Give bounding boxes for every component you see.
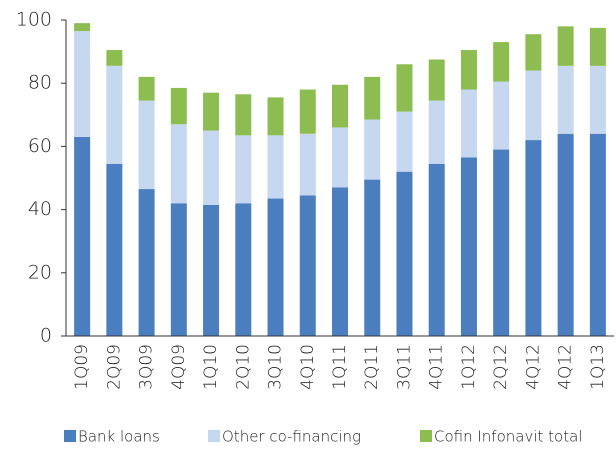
bar-segment [364,179,381,336]
bar-segment [106,163,123,336]
bar-segment [332,187,348,336]
bar-segment [589,27,606,66]
bar-segment [557,133,574,336]
bar-segment [396,64,413,112]
legend-swatch [420,430,432,442]
x-tick-label: 4Q09 [169,344,189,390]
legend-label: Other co-financing [222,428,361,446]
bar-segment [170,87,187,125]
bar-segment [332,127,348,188]
bar-segment [493,149,510,336]
y-tick-label: 40 [28,198,52,220]
bar-segment [525,70,542,141]
bar-segment [460,50,477,90]
bar-segment [267,198,284,336]
bar-segment [525,34,542,71]
bar-segment [74,136,91,336]
y-tick-label: 20 [28,261,52,283]
bar-segment [235,94,252,136]
bar-segment [525,140,542,336]
bar-segment [138,189,155,336]
bar-segment [493,81,510,150]
bar-segment [428,59,445,101]
bar-segment [557,65,574,134]
x-tick-label: 3Q11 [394,344,414,390]
x-tick-label: 4Q11 [427,344,447,390]
x-tick-label: 1Q12 [459,344,479,390]
y-tick-label: 0 [40,325,52,347]
bar-segment [589,133,606,336]
legend-label: Bank loans [78,428,160,446]
bar-segment [74,31,91,137]
x-tick-label: 4Q12 [523,344,543,390]
bar-segment [299,133,316,196]
bar-segment [235,203,252,336]
bar-segment [203,92,220,131]
bar-segment [332,84,348,128]
bar-segment [589,65,606,134]
x-tick-label: 2Q11 [362,344,382,390]
bar-segment [267,135,284,199]
bar-segment [203,204,220,336]
bar-segment [170,203,187,336]
x-tick-label: 1Q13 [588,344,608,390]
x-tick-label: 3Q10 [266,344,286,390]
x-tick-label: 2Q12 [491,344,511,390]
bar-segment [364,76,381,120]
bar-segment [138,76,155,101]
bar-segment [170,124,187,204]
legend-label: Cofin Infonavit total [434,428,582,446]
bar-segment [235,135,252,204]
bar-segment [460,157,477,336]
y-tick-label: 60 [28,135,52,157]
x-tick-label: 1Q11 [330,344,350,390]
x-tick-label: 4Q12 [556,344,576,390]
bar-segment [428,163,445,336]
x-tick-label: 3Q09 [137,344,157,390]
y-tick-label: 100 [16,9,52,31]
bar-segment [299,195,316,336]
x-tick-label: 4Q10 [298,344,318,390]
bar-segment [428,100,445,164]
x-tick-label: 2Q10 [233,344,253,390]
bar-segment [106,65,123,164]
bar-segment [74,23,91,32]
y-tick-label: 80 [28,72,52,94]
bar-segment [396,111,413,172]
bar-segment [203,130,220,205]
bar-segment [460,89,477,158]
bar-segment [267,97,284,136]
bar-segment [396,171,413,336]
bar-segment [557,26,574,66]
bar-segment [299,89,316,134]
x-tick-label: 1Q09 [72,344,92,390]
legend-swatch [64,430,76,442]
bar-segment [493,42,510,82]
bar-segment [138,100,155,190]
legend-swatch [208,430,220,442]
x-tick-label: 2Q09 [104,344,124,390]
bar-segment [106,50,123,66]
bar-segment [364,119,381,180]
x-tick-label: 1Q10 [201,344,221,390]
